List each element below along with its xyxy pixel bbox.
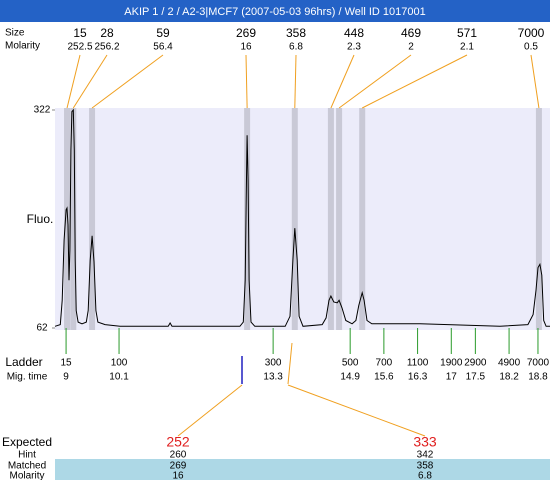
y-axis-label: Fluo.	[27, 212, 54, 226]
matched-band	[55, 459, 550, 480]
peak-molarity: 2.1	[460, 42, 474, 53]
peak-connector	[91, 54, 164, 109]
row-value: 6.8	[418, 471, 432, 480]
row-value: 342	[417, 450, 434, 461]
ladder-size: 15	[61, 358, 73, 369]
trace	[54, 108, 550, 327]
peak-size: 448	[344, 26, 364, 40]
peak-molarity: 252.5	[67, 42, 92, 53]
peak-size: 28	[100, 26, 114, 40]
peak-molarity: 2.3	[347, 42, 361, 53]
ladder-time: 18.8	[528, 372, 548, 383]
ladder-size: 300	[265, 358, 282, 369]
expected-value: 333	[413, 434, 437, 450]
ladder-size: 500	[342, 358, 359, 369]
mig-time-label: Mig. time	[7, 372, 48, 383]
peak-band	[89, 108, 96, 330]
peak-size: 269	[236, 26, 256, 40]
peak-size: 59	[156, 26, 170, 40]
ladder-time: 15.6	[374, 372, 394, 383]
ladder-size: 4900	[498, 358, 521, 369]
peak-band	[64, 108, 71, 330]
connector	[287, 342, 293, 385]
peak-connector	[72, 54, 108, 109]
row-label: Matched	[8, 461, 46, 472]
ladder-size: 7000	[527, 358, 550, 369]
plot-area	[55, 108, 550, 330]
peak-connector	[338, 54, 412, 109]
peak-size: 469	[401, 26, 421, 40]
expected-value: 252	[166, 434, 190, 450]
row-value: 260	[170, 450, 187, 461]
row-value: 269	[170, 461, 187, 472]
ladder-label: Ladder	[5, 355, 42, 369]
peak-band	[336, 108, 343, 330]
ladder-size: 1100	[407, 358, 429, 369]
peak-size: 15	[73, 26, 87, 40]
peak-molarity: 16	[240, 42, 252, 53]
peak-molarity: 0.5	[524, 42, 538, 53]
row-value: 358	[417, 461, 434, 472]
expected-label: Expected	[2, 435, 52, 449]
peak-molarity: 256.2	[94, 42, 119, 53]
connector	[287, 384, 426, 437]
chart-title: AKIP 1 / 2 / A2-3|MCF7 (2007-05-03 96hrs…	[124, 6, 425, 18]
peak-band	[291, 108, 298, 330]
ladder-time: 10.1	[109, 372, 129, 383]
ladder-time: 16.3	[408, 372, 428, 383]
ladder-size: 1900	[440, 358, 463, 369]
peak-band	[70, 108, 77, 330]
peak-size: 358	[286, 26, 306, 40]
peak-connector	[66, 54, 81, 109]
ladder-time: 17.5	[466, 372, 486, 383]
ladder-time: 14.9	[340, 372, 360, 383]
peak-size: 7000	[518, 26, 545, 40]
peak-molarity: 56.4	[153, 42, 173, 53]
peak-band	[535, 108, 542, 330]
peak-connector	[294, 54, 297, 109]
ladder-size: 100	[111, 358, 128, 369]
title-bar	[0, 0, 550, 22]
ladder-time: 17	[446, 372, 458, 383]
peak-band	[244, 108, 251, 330]
y-tick-label: 322	[34, 105, 51, 116]
ladder-time: 18.2	[499, 372, 519, 383]
ladder-time: 13.3	[263, 372, 283, 383]
peak-connector	[245, 54, 248, 109]
plot-layer	[54, 108, 550, 330]
peak-molarity: 6.8	[289, 42, 303, 53]
connector	[177, 384, 243, 437]
row-label: Hint	[18, 450, 36, 461]
peak-molarity: 2	[408, 42, 414, 53]
peak-connector	[330, 54, 355, 109]
peak-band	[359, 108, 366, 330]
ladder-size: 2900	[464, 358, 487, 369]
row-value: 16	[172, 471, 184, 480]
y-tick-label: 62	[36, 323, 48, 334]
peak-size: 571	[457, 26, 477, 40]
ladder-size: 700	[376, 358, 393, 369]
peak-band	[327, 108, 334, 330]
size-label: Size	[5, 28, 25, 39]
peak-connector	[361, 54, 468, 109]
molarity-label: Molarity	[5, 41, 40, 52]
ladder-time: 9	[63, 372, 69, 383]
peak-connector	[530, 54, 540, 109]
row-label: Molarity	[9, 471, 44, 480]
